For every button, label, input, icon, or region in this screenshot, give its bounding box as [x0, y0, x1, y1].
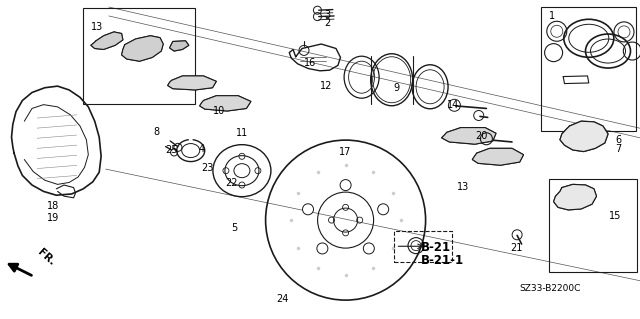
Polygon shape: [170, 41, 189, 51]
Text: 25: 25: [165, 145, 178, 155]
Text: 19: 19: [47, 213, 60, 223]
Text: 5: 5: [232, 223, 238, 233]
Polygon shape: [472, 148, 524, 165]
Polygon shape: [554, 184, 596, 210]
Text: 22: 22: [225, 178, 238, 188]
Text: 10: 10: [212, 106, 225, 116]
Polygon shape: [560, 121, 608, 152]
Bar: [83, 8, 195, 104]
Bar: [394, 231, 452, 262]
Polygon shape: [91, 32, 123, 49]
Text: 9: 9: [394, 83, 400, 93]
Text: FR.: FR.: [36, 247, 57, 267]
Text: 18: 18: [47, 201, 60, 211]
Text: 16: 16: [304, 58, 316, 68]
Circle shape: [364, 243, 374, 254]
Text: 7: 7: [616, 144, 622, 154]
Bar: [541, 7, 636, 131]
Text: 20: 20: [475, 131, 487, 141]
Text: 13: 13: [91, 22, 103, 32]
Text: 14: 14: [447, 100, 459, 110]
Polygon shape: [168, 76, 216, 90]
Text: 12: 12: [320, 81, 332, 91]
Text: 1: 1: [549, 11, 556, 21]
Text: SZ33-B2200C: SZ33-B2200C: [520, 284, 581, 293]
Polygon shape: [442, 128, 496, 144]
Text: B-21-1: B-21-1: [421, 254, 464, 267]
Bar: [549, 179, 637, 272]
Circle shape: [378, 204, 388, 215]
Text: 17: 17: [339, 147, 351, 157]
Text: 2: 2: [324, 18, 331, 27]
Circle shape: [340, 180, 351, 190]
Text: 13: 13: [457, 182, 469, 192]
Text: 21: 21: [511, 243, 523, 253]
Circle shape: [317, 243, 328, 254]
Text: 8: 8: [154, 127, 160, 137]
Circle shape: [303, 204, 314, 215]
Text: B-21: B-21: [421, 241, 451, 254]
Text: 6: 6: [616, 135, 622, 145]
Text: 4: 4: [198, 144, 205, 154]
Polygon shape: [122, 36, 163, 61]
Text: 15: 15: [609, 211, 621, 221]
Text: 11: 11: [236, 128, 248, 138]
Text: 23: 23: [202, 163, 214, 173]
Polygon shape: [200, 96, 251, 111]
Text: 24: 24: [276, 294, 289, 304]
Text: 3: 3: [324, 10, 331, 19]
